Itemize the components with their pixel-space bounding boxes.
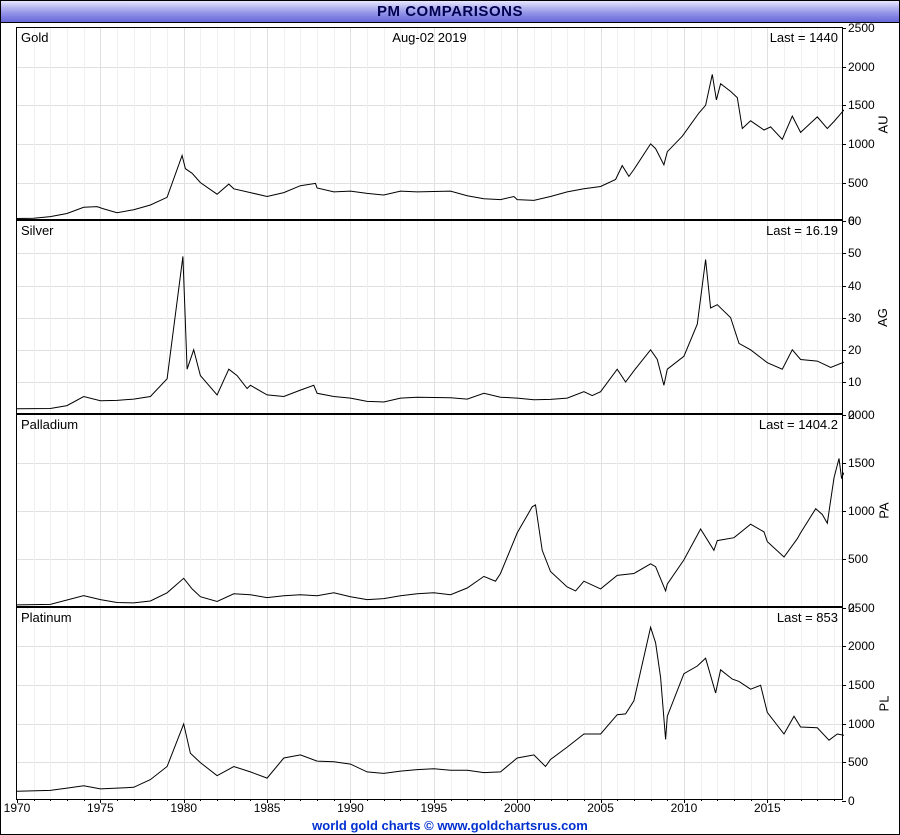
last-value-label: Last = 1404.2 [759, 417, 838, 432]
ytick: 1500 [848, 457, 875, 469]
footer-text: world gold charts © www.goldchartsrus.co… [312, 818, 588, 833]
xtick: 2000 [504, 801, 531, 815]
axis-symbol: PA [876, 502, 891, 518]
ytick: 1500 [848, 99, 875, 111]
xtick: 2010 [671, 801, 698, 815]
ytick: 1000 [848, 505, 875, 517]
series-name: Palladium [21, 417, 78, 432]
ytick: 2500 [848, 602, 875, 614]
xtick: 1975 [87, 801, 114, 815]
ytick: 500 [848, 553, 868, 565]
series-line [17, 415, 844, 608]
panel-palladium: 0500100015002000PalladiumLast = 1404.2PA [16, 414, 843, 607]
ytick: 2500 [848, 22, 875, 34]
chart-title: PM COMPARISONS [377, 3, 523, 20]
xtick: 1990 [337, 801, 364, 815]
ytick: 1000 [848, 138, 875, 150]
ytick: 20 [848, 344, 861, 356]
chart-footer: world gold charts © www.goldchartsrus.co… [1, 816, 899, 834]
xtick: 2015 [754, 801, 781, 815]
panel-platinum: 05001000150020002500PlatinumLast = 853PL… [16, 607, 843, 800]
series-name: Platinum [21, 610, 72, 625]
ytick: 0 [848, 795, 855, 807]
ytick: 60 [848, 215, 861, 227]
last-value-label: Last = 853 [777, 610, 838, 625]
series-name: Gold [21, 30, 48, 45]
panel-silver: 0102030405060SilverLast = 16.19AG [16, 220, 843, 413]
xtick: 2005 [587, 801, 614, 815]
axis-symbol: PL [877, 696, 892, 712]
ytick: 2000 [848, 61, 875, 73]
last-value-label: Last = 16.19 [766, 223, 838, 238]
ytick: 30 [848, 312, 861, 324]
ytick: 1000 [848, 718, 875, 730]
axis-symbol: AU [875, 115, 890, 133]
series-line [17, 608, 844, 801]
ytick: 2000 [848, 409, 875, 421]
panel-gold: 05001000150020002500GoldLast = 1440Aug-0… [16, 27, 843, 220]
ytick: 40 [848, 280, 861, 292]
ytick: 500 [848, 177, 868, 189]
series-line [17, 28, 844, 221]
last-value-label: Last = 1440 [770, 30, 838, 45]
ytick: 10 [848, 376, 861, 388]
ytick: 50 [848, 247, 861, 259]
ytick: 2000 [848, 640, 875, 652]
axis-symbol: AG [875, 308, 890, 327]
date-label: Aug-02 2019 [392, 30, 466, 45]
xtick: 1995 [420, 801, 447, 815]
ytick: 500 [848, 756, 868, 768]
xtick: 1970 [4, 801, 31, 815]
series-name: Silver [21, 223, 54, 238]
ytick: 1500 [848, 679, 875, 691]
xtick: 1985 [254, 801, 281, 815]
series-line [17, 221, 844, 414]
title-bar: PM COMPARISONS [1, 1, 899, 23]
plot-area: 0 500 1000 1500 2000 2500 Gold Last = 1440 Aug-0… [1, 23, 899, 816]
chart-container: PM COMPARISONS 0 500 1000 1500 2000 2500 Gold L… [0, 0, 900, 835]
xtick: 1980 [170, 801, 197, 815]
